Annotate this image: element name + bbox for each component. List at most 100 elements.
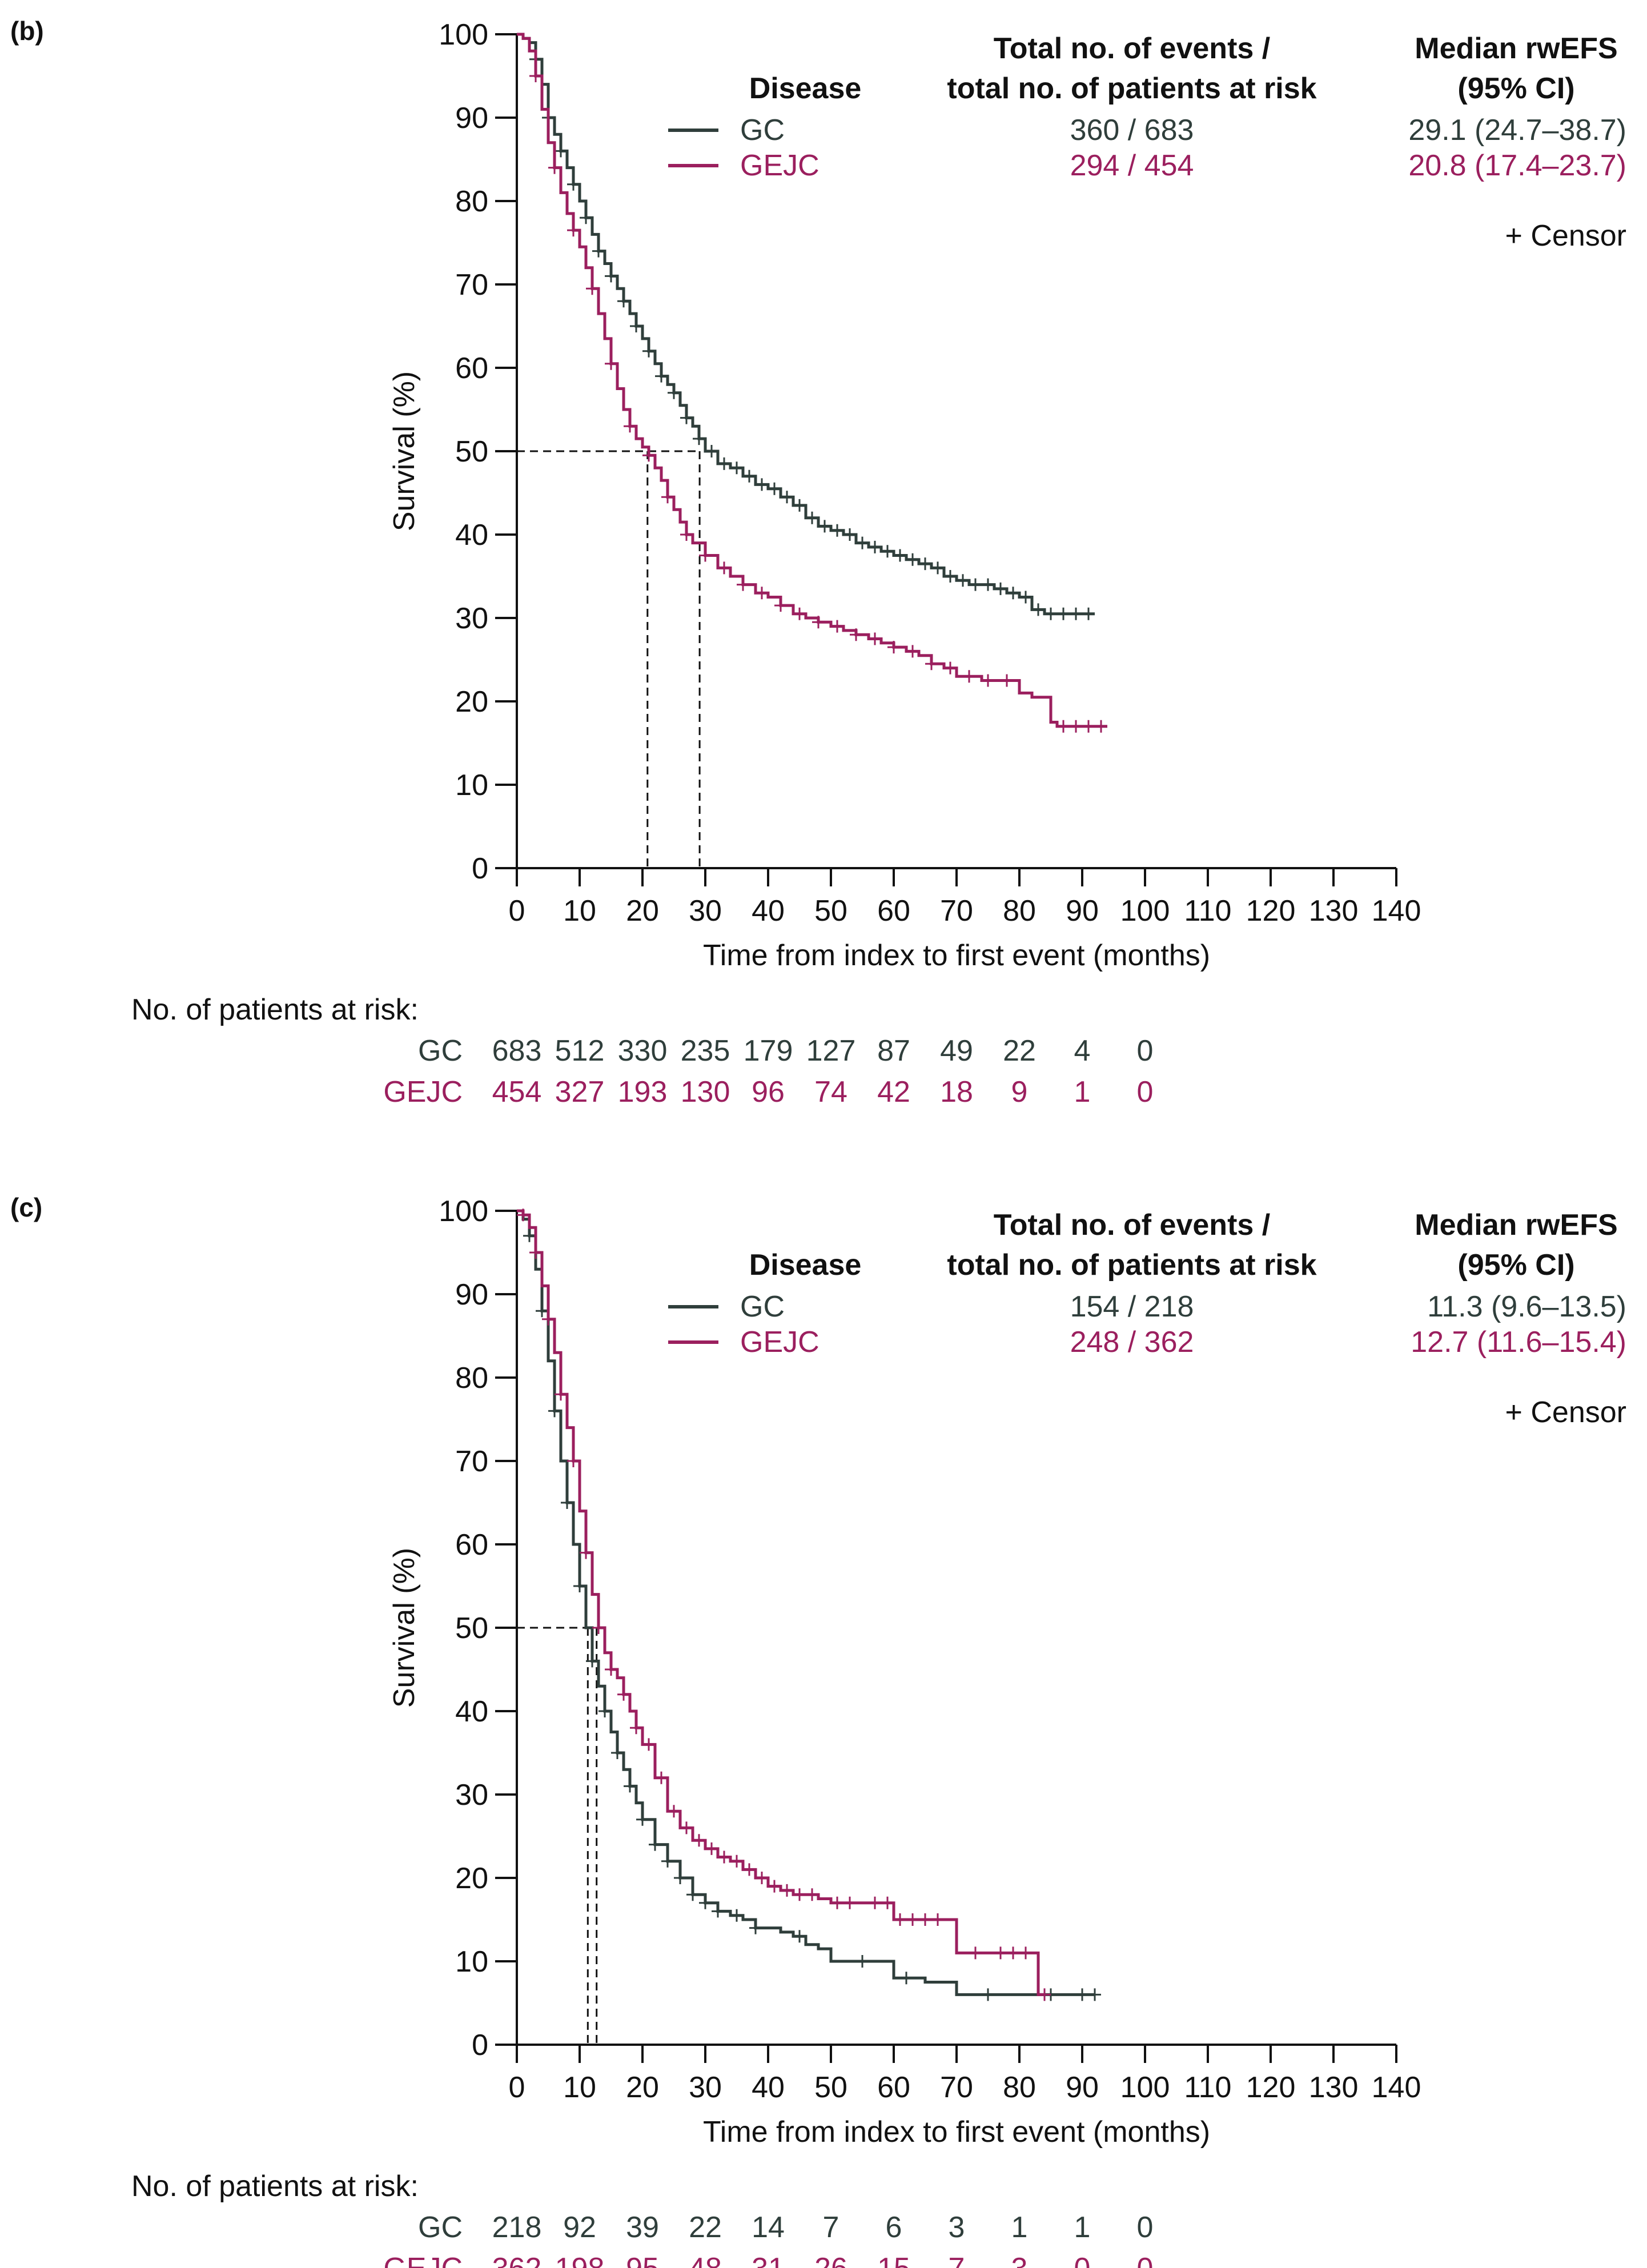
censor-mark — [730, 461, 743, 475]
at-risk-value: 330 — [618, 1034, 668, 1067]
at-risk-value: 218 — [492, 2211, 542, 2244]
censor-mark — [982, 674, 994, 687]
x-tick-label: 10 — [563, 894, 596, 928]
censor-mark — [925, 657, 938, 671]
legend-header-events: Total no. of events / total no. of patien… — [947, 1209, 1316, 1282]
censor-mark — [680, 1821, 693, 1835]
censor-mark — [636, 1813, 649, 1826]
censor-mark — [592, 1621, 605, 1634]
censor-mark — [1082, 607, 1095, 620]
censor-mark — [529, 70, 542, 82]
censor-mark — [906, 553, 919, 566]
censor-mark — [850, 628, 862, 641]
censor-mark — [617, 1688, 630, 1701]
at-risk-value: 327 — [555, 1075, 605, 1109]
censor-mark — [642, 344, 655, 358]
censor-mark — [642, 449, 655, 462]
legend-name-gc: GC — [740, 114, 785, 147]
at-risk-value: 7 — [949, 2252, 965, 2268]
y-tick-label: 70 — [455, 1445, 488, 1478]
legend-name-gejc: GEJC — [740, 1326, 820, 1359]
censor-mark — [561, 1496, 573, 1509]
censor-mark — [931, 561, 944, 575]
x-tick-label: 30 — [689, 894, 722, 928]
censor-mark — [944, 661, 957, 675]
legend-header-disease: Disease — [749, 1249, 862, 1282]
y-tick-label: 50 — [455, 1612, 488, 1645]
censor-mark — [680, 411, 693, 424]
x-tick-label: 70 — [940, 2071, 973, 2104]
censor-mark — [1082, 720, 1095, 733]
censor-mark — [730, 1854, 743, 1868]
at-risk-value: 0 — [1137, 1034, 1154, 1067]
x-tick-label: 80 — [1003, 2071, 1036, 2104]
censor-mark — [856, 536, 869, 549]
censor-mark — [1032, 603, 1045, 616]
censor-mark — [881, 545, 894, 558]
x-tick-label: 0 — [509, 2071, 525, 2104]
at-risk-row-label-gc: GC — [418, 2211, 463, 2244]
censor-mark — [605, 270, 617, 283]
censor-mark — [617, 295, 630, 308]
censor-mark — [900, 1972, 913, 1985]
censor-mark — [529, 1246, 542, 1259]
at-risk-value: 42 — [877, 1075, 910, 1109]
at-risk-value: 49 — [940, 1034, 973, 1067]
censor-mark — [963, 670, 975, 683]
y-tick-label: 20 — [455, 685, 488, 718]
censor-mark — [718, 1850, 730, 1864]
censor-mark — [831, 524, 843, 537]
censor-mark — [1019, 1946, 1032, 1960]
censor-mark — [567, 178, 580, 191]
censor-mark — [1038, 1988, 1051, 2001]
censor-mark — [831, 1896, 843, 1909]
legend-censor: + Censor — [1505, 219, 1626, 252]
censor-mark — [1007, 587, 1019, 600]
x-tick-label: 40 — [752, 894, 785, 928]
censor-mark — [542, 1312, 555, 1326]
y-tick-label: 0 — [472, 852, 488, 885]
censor-mark — [768, 482, 781, 495]
legend-events-gc: 360 / 683 — [1070, 114, 1194, 147]
x-axis-title: Time from index to first event (months) — [703, 939, 1210, 972]
legend-censor: + Censor — [1505, 1396, 1626, 1429]
x-tick-label: 140 — [1372, 894, 1421, 928]
legend-header-events: Total no. of events / total no. of patien… — [947, 32, 1316, 105]
censor-mark — [793, 499, 806, 512]
legend-name-gc: GC — [740, 1290, 785, 1323]
legend-name-gejc: GEJC — [740, 149, 820, 182]
at-risk-value: 0 — [1137, 1075, 1154, 1109]
legend-header-median: Median rwEFS (95% CI) — [1415, 1209, 1617, 1282]
x-tick-label: 100 — [1120, 894, 1170, 928]
censor-mark — [919, 1913, 931, 1926]
censor-marks-gc — [529, 53, 1095, 620]
censor-mark — [1076, 1988, 1088, 2001]
legend-events-gc: 154 / 218 — [1070, 1290, 1194, 1323]
y-tick-label: 30 — [455, 602, 488, 635]
x-tick-label: 130 — [1309, 894, 1359, 928]
censor-mark — [668, 386, 680, 399]
censor-mark — [630, 1721, 642, 1735]
y-tick-label: 0 — [472, 2029, 488, 2062]
censor-mark — [699, 1896, 712, 1909]
censor-mark — [743, 469, 756, 483]
censor-mark — [969, 1946, 982, 1960]
censor-mark — [605, 1663, 617, 1676]
censor-mark — [548, 161, 561, 174]
censor-mark — [686, 1888, 699, 1901]
at-risk-value: 3 — [1011, 2252, 1028, 2268]
censor-mark — [756, 1872, 768, 1884]
censor-mark — [957, 574, 969, 587]
censor-mark — [1057, 607, 1070, 620]
censor-mark — [718, 457, 730, 470]
censor-mark — [624, 1780, 636, 1793]
at-risk-value: 39 — [626, 2211, 659, 2244]
censor-mark — [1019, 591, 1032, 604]
censor-mark — [894, 549, 906, 562]
censor-mark — [705, 1842, 718, 1855]
censor-mark — [1057, 720, 1070, 733]
y-axis-title: Survival (%) — [388, 371, 421, 531]
censor-mark — [605, 357, 617, 370]
